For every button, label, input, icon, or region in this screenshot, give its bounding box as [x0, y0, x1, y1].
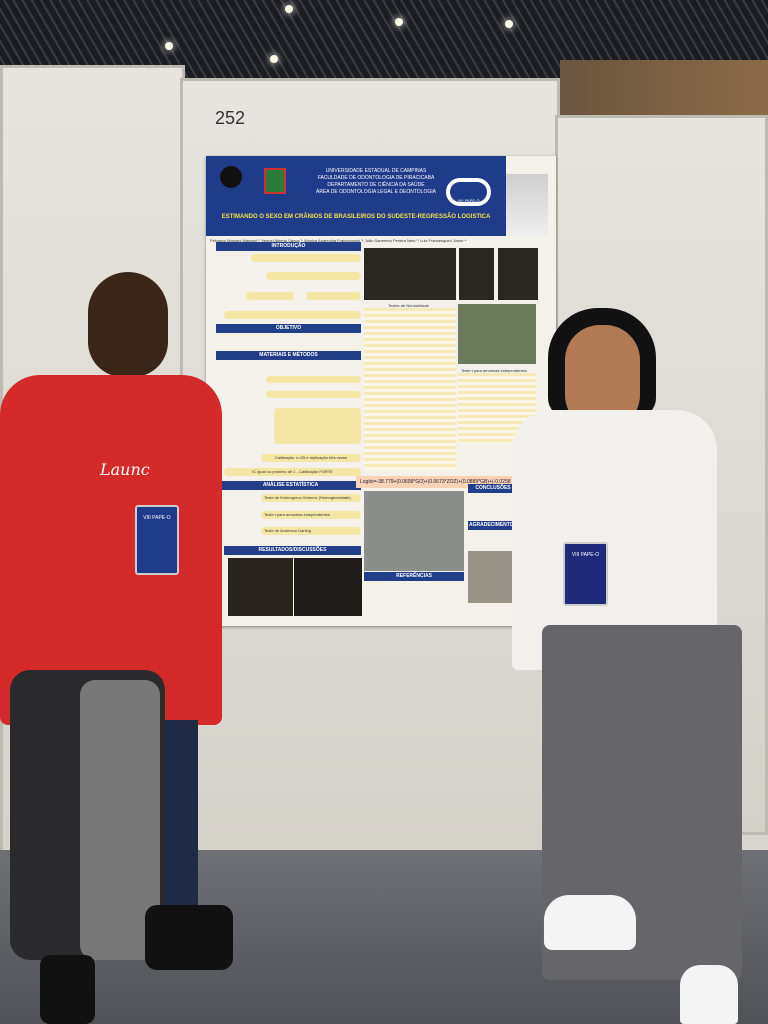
- methods-box: [266, 376, 361, 383]
- section-objective: OBJETIVO: [216, 324, 361, 333]
- author-photo: [506, 174, 548, 236]
- header-line: DEPARTAMENTO DE CIÊNCIA DA SAÚDE: [327, 182, 425, 188]
- person-left-head: [88, 272, 168, 377]
- stats-item: Teste de Kolmogorov-Smirnov (Homogeneida…: [261, 494, 361, 502]
- normality-table: [364, 308, 456, 470]
- ceiling-light: [270, 55, 278, 63]
- kappa-box: IC igual ou próximo de 1 - Calibração FO…: [224, 468, 361, 476]
- person-left-badge: VIII PAPE-O: [135, 505, 179, 575]
- skull-photo: [228, 558, 293, 616]
- ceiling-light: [505, 20, 513, 28]
- intro-box: [266, 272, 361, 280]
- section-results: RESULTADOS/DISCUSSÕES: [224, 546, 361, 555]
- header-line: ÁREA DE ODONTOLOGIA LEGAL E DEONTOLOGIA: [316, 189, 436, 195]
- badge-event-text: VIII PAPE-O: [143, 515, 171, 521]
- section-stats: ANÁLISE ESTATÍSTICA: [220, 481, 361, 490]
- event-logo: VIII PAPE-O: [446, 178, 491, 206]
- research-poster: UNIVERSIDADE ESTADUAL DE CAMPINAS FACULD…: [206, 156, 556, 626]
- intro-box: [306, 292, 361, 300]
- ceiling-light: [285, 5, 293, 13]
- university-logo: [220, 166, 242, 188]
- person-right-sneaker: [680, 965, 738, 1024]
- lab-photo: [458, 304, 536, 364]
- section-references: REFERÊNCIAS: [364, 572, 464, 581]
- section-acknowledgements: AGRADECIMENTOS: [468, 521, 518, 530]
- person-right-badge: VIII PAPE-O: [563, 542, 608, 606]
- person-left-shoe: [40, 955, 95, 1024]
- table-title: Testes de Normalidade: [388, 303, 429, 308]
- group-photo: [468, 551, 518, 603]
- header-line: FACULDADE DE ODONTOLOGIA DE PIRACICABA: [317, 175, 435, 181]
- booth-number: 252: [215, 108, 246, 128]
- stats-item: Teste t para amostras independentes: [261, 511, 361, 519]
- person-right-sneaker: [544, 895, 636, 950]
- poster-title: ESTIMANDO O SEXO EM CRÂNIOS DE BRASILEIR…: [221, 214, 491, 220]
- calibration-box: Calibração: n=25 e replicação três vezes: [261, 454, 361, 462]
- methods-list: [274, 408, 361, 444]
- ceiling-light: [165, 42, 173, 50]
- skull-photo: [498, 248, 538, 300]
- header-line: UNIVERSIDADE ESTADUAL DE CAMPINAS: [325, 168, 427, 174]
- stats-item: Teste de Anderson Darling: [261, 527, 361, 535]
- badge-event-text: VIII PAPE-O: [571, 552, 600, 558]
- section-intro: INTRODUÇÃO: [216, 242, 361, 251]
- faculty-crest: [264, 168, 286, 194]
- poster-header: UNIVERSIDADE ESTADUAL DE CAMPINAS FACULD…: [206, 156, 506, 236]
- ceiling-light: [395, 18, 403, 26]
- person-left-shoe: [145, 905, 233, 970]
- section-conclusions: CONCLUSÕES: [468, 484, 518, 493]
- section-methods: MATERIAIS E MÉTODOS: [216, 351, 361, 360]
- table-title: Teste t para amostras independentes: [461, 368, 527, 373]
- poster-authors: Feliciano Mamani Mamani ¹; Venuel Albert…: [210, 238, 467, 243]
- skull-photo: [364, 248, 456, 300]
- intro-box: [251, 254, 361, 262]
- skull-calliper-photo: [294, 558, 362, 616]
- intro-box: [246, 292, 294, 300]
- skull-photo: [459, 248, 494, 300]
- shirt-print: Launc: [100, 460, 150, 479]
- intro-box: [224, 311, 361, 319]
- methods-box: [266, 391, 361, 398]
- researcher-photo: [364, 491, 464, 571]
- person-left-red-shirt: Launc: [0, 375, 222, 725]
